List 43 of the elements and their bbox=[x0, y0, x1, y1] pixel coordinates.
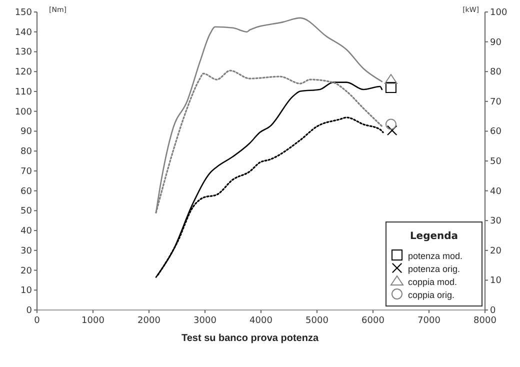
y2-tick-label: 20 bbox=[490, 246, 502, 256]
text: Test su banco prova potenza bbox=[181, 333, 319, 344]
y-tick-label: 150 bbox=[14, 8, 32, 18]
legend-label: potenza orig. bbox=[408, 264, 460, 274]
y2-tick-label: 90 bbox=[490, 38, 502, 48]
y-tick-label: 120 bbox=[14, 68, 32, 78]
y2-tick-label: 60 bbox=[490, 127, 502, 138]
y-tick-label: 40 bbox=[20, 226, 32, 237]
y-tick-label: 20 bbox=[20, 266, 32, 276]
y2-tick-label: 30 bbox=[490, 216, 502, 227]
y-tick-label: 90 bbox=[20, 127, 32, 138]
x-tick-label: 1000 bbox=[82, 316, 105, 326]
y-tick-label: 110 bbox=[14, 87, 32, 98]
legend-label: potenza mod. bbox=[408, 251, 463, 261]
legend-label: coppia orig. bbox=[408, 290, 455, 300]
y2-tick-label: 10 bbox=[490, 276, 502, 286]
y-tick-label: 130 bbox=[14, 48, 32, 58]
x-tick-label: 2000 bbox=[138, 316, 161, 326]
y2-tick-label: 50 bbox=[490, 157, 502, 167]
x-tick-label: 6000 bbox=[362, 316, 385, 326]
y2-tick-label: 0 bbox=[490, 306, 496, 316]
y2-tick-label: 80 bbox=[490, 68, 502, 78]
x-tick-label: 5000 bbox=[306, 316, 329, 326]
y-tick-label: 0 bbox=[26, 306, 32, 316]
x-tick-label: 4000 bbox=[250, 316, 273, 326]
y2-tick-label: 40 bbox=[490, 186, 502, 197]
x-tick-label: 7000 bbox=[418, 316, 441, 326]
y-tick-label: 80 bbox=[20, 147, 32, 158]
y2-tick-label: 100 bbox=[490, 8, 508, 18]
y-tick-label: 30 bbox=[20, 246, 32, 256]
x-tick-label: 0 bbox=[34, 316, 40, 326]
y-tick-label: 10 bbox=[20, 286, 32, 296]
y-tick-label: 70 bbox=[20, 166, 32, 177]
line-series bbox=[155, 82, 383, 278]
legend-label: coppia mod. bbox=[408, 277, 458, 287]
legend-title: Legenda bbox=[410, 231, 458, 242]
x-tick-label: 8000 bbox=[474, 316, 497, 326]
y-tick-label: 60 bbox=[20, 186, 32, 197]
y-tick-label: 100 bbox=[14, 107, 32, 118]
y-tick-label: 50 bbox=[20, 206, 32, 217]
x-tick-label: 3000 bbox=[194, 316, 217, 326]
y2-tick-label: 70 bbox=[490, 97, 502, 108]
y-tick-label: 140 bbox=[14, 28, 32, 38]
